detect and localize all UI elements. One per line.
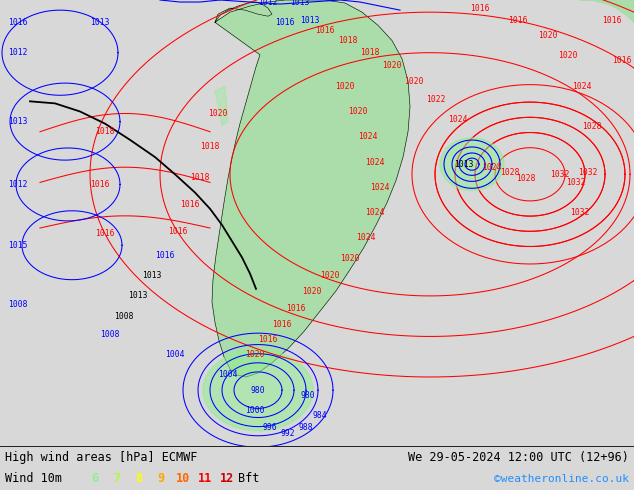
Text: 1024: 1024: [365, 158, 385, 167]
Text: 980: 980: [250, 386, 265, 394]
Text: 1032: 1032: [570, 208, 590, 218]
Polygon shape: [215, 86, 228, 125]
Text: 1013: 1013: [128, 292, 148, 300]
Text: 1032: 1032: [578, 168, 598, 177]
Text: 11: 11: [198, 472, 212, 486]
Polygon shape: [203, 350, 313, 431]
Text: 1016: 1016: [168, 226, 188, 236]
Text: 1012: 1012: [8, 48, 28, 57]
Text: 1013: 1013: [8, 117, 28, 126]
Text: 1016: 1016: [8, 18, 28, 27]
Text: 1016: 1016: [90, 180, 110, 189]
Text: 1016: 1016: [286, 304, 306, 313]
Text: 1013: 1013: [142, 271, 162, 280]
Text: 1020: 1020: [335, 82, 355, 91]
Polygon shape: [580, 0, 634, 22]
Text: 9: 9: [157, 472, 165, 486]
Text: Bft: Bft: [238, 472, 260, 486]
Text: 1016: 1016: [95, 228, 115, 238]
Text: 1020: 1020: [348, 107, 368, 116]
Text: 1018: 1018: [95, 127, 115, 136]
Text: 1020: 1020: [559, 51, 578, 60]
Text: 1024: 1024: [448, 115, 468, 124]
Text: 1013: 1013: [454, 160, 474, 169]
Text: 1020: 1020: [208, 109, 228, 118]
Text: 1012: 1012: [258, 0, 278, 6]
Text: 1016: 1016: [275, 18, 295, 27]
Text: 1018: 1018: [360, 48, 380, 57]
Text: 1015: 1015: [8, 241, 28, 250]
Text: 1022: 1022: [426, 95, 446, 104]
Text: 1018: 1018: [200, 143, 220, 151]
Text: 1013: 1013: [301, 16, 320, 25]
Text: 1028: 1028: [500, 168, 520, 177]
Text: 1028: 1028: [516, 174, 536, 183]
Text: 1016: 1016: [258, 335, 278, 344]
Text: 988: 988: [299, 423, 313, 432]
Text: 1020: 1020: [382, 61, 402, 71]
Text: 1004: 1004: [218, 370, 238, 379]
Text: 1016: 1016: [612, 56, 631, 65]
Text: 1024: 1024: [356, 233, 376, 242]
Text: 1032: 1032: [566, 178, 586, 187]
Polygon shape: [440, 138, 504, 191]
Text: 1020: 1020: [245, 350, 265, 359]
Text: 1020: 1020: [320, 271, 340, 280]
Text: 1028: 1028: [582, 122, 602, 131]
Text: 10: 10: [176, 472, 190, 486]
Text: 1013: 1013: [290, 0, 310, 6]
Text: 1016: 1016: [508, 16, 527, 25]
Text: 1016: 1016: [155, 251, 175, 260]
Text: 1018: 1018: [339, 36, 358, 45]
Text: Wind 10m: Wind 10m: [5, 472, 62, 486]
Text: 1020: 1020: [302, 287, 321, 296]
Text: 8: 8: [136, 472, 143, 486]
Text: 996: 996: [262, 423, 277, 432]
Polygon shape: [212, 0, 410, 377]
Text: 1013: 1013: [90, 18, 110, 27]
Text: 1024: 1024: [365, 208, 385, 218]
Text: 1024: 1024: [370, 183, 390, 192]
Polygon shape: [215, 2, 272, 22]
Text: 1004: 1004: [165, 350, 184, 359]
Text: 1016: 1016: [315, 26, 335, 35]
Text: 1016: 1016: [470, 3, 489, 13]
Text: 7: 7: [113, 472, 120, 486]
Text: 1012: 1012: [8, 180, 28, 189]
Text: 1008: 1008: [100, 330, 120, 339]
Text: 1024: 1024: [482, 163, 501, 172]
Text: 1024: 1024: [573, 82, 592, 91]
Text: 1008: 1008: [8, 299, 28, 309]
Text: High wind areas [hPa] ECMWF: High wind areas [hPa] ECMWF: [5, 451, 197, 465]
Text: 1016: 1016: [602, 16, 622, 25]
Text: 1020: 1020: [538, 31, 558, 40]
Text: 1024: 1024: [358, 132, 378, 141]
Text: 12: 12: [220, 472, 234, 486]
Text: 1018: 1018: [190, 173, 210, 182]
Text: 1032: 1032: [550, 170, 570, 179]
Text: ©weatheronline.co.uk: ©weatheronline.co.uk: [494, 474, 629, 484]
Text: We 29-05-2024 12:00 UTC (12+96): We 29-05-2024 12:00 UTC (12+96): [408, 451, 629, 465]
Text: 6: 6: [91, 472, 98, 486]
Text: 1020: 1020: [404, 76, 424, 86]
Text: 1020: 1020: [340, 254, 359, 263]
Text: 1008: 1008: [114, 312, 134, 320]
Text: 980: 980: [301, 391, 315, 400]
Text: 984: 984: [313, 411, 327, 420]
Text: 1016: 1016: [180, 200, 200, 209]
Text: 992: 992: [281, 429, 295, 438]
Text: 1000: 1000: [245, 406, 265, 415]
Text: 1016: 1016: [272, 320, 292, 329]
